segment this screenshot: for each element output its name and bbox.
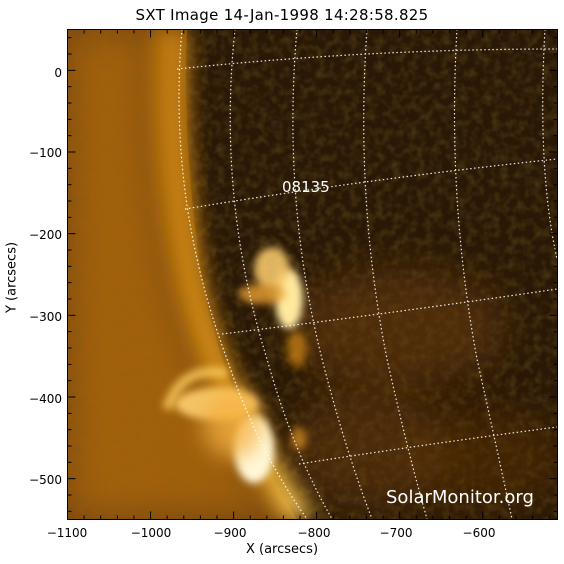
active-region-label: 08135 bbox=[282, 178, 330, 196]
x-axis-label: X (arcsecs) bbox=[245, 542, 319, 557]
y-tick-label: −400 bbox=[29, 392, 62, 406]
x-tick-label: −700 bbox=[379, 526, 413, 540]
y-tick-label: −300 bbox=[29, 310, 62, 324]
y-axis-label: Y (arcsecs) bbox=[4, 241, 20, 314]
x-tick-label: −600 bbox=[462, 526, 496, 540]
y-tick-label: −100 bbox=[29, 146, 62, 160]
solar-image bbox=[67, 29, 557, 519]
watermark-text: SolarMonitor.org bbox=[386, 487, 534, 508]
solar-image-plot bbox=[67, 29, 557, 519]
x-tick-label: −800 bbox=[297, 526, 331, 540]
x-tick-label: −1100 bbox=[46, 526, 88, 540]
y-tick-label: −200 bbox=[29, 228, 62, 242]
y-tick-label: 0 bbox=[54, 66, 62, 80]
y-tick-label: −500 bbox=[29, 473, 62, 487]
x-tick-label: −900 bbox=[213, 526, 247, 540]
image-title: SXT Image 14-Jan-1998 14:28:58.825 bbox=[135, 6, 429, 24]
x-tick-label: −1000 bbox=[130, 526, 172, 540]
